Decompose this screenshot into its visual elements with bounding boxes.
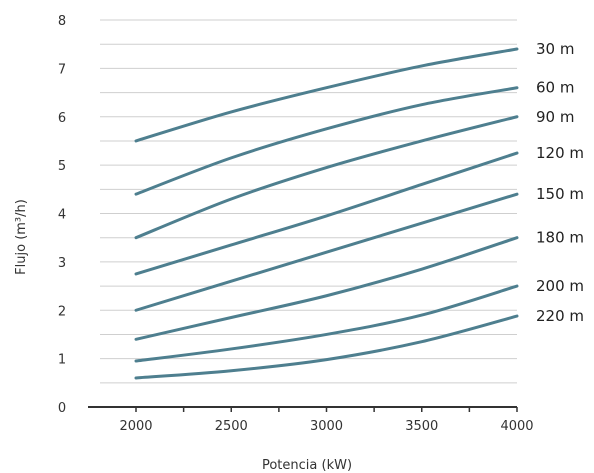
series-line-120m xyxy=(134,151,519,276)
series-line-220m xyxy=(134,314,519,380)
series-label: 200 m xyxy=(536,277,584,295)
series-line-30m xyxy=(134,47,519,143)
series-label: 60 m xyxy=(536,79,574,97)
x-tick-label: 3500 xyxy=(405,419,438,434)
series-line-150m xyxy=(134,192,519,312)
series-label: 30 m xyxy=(536,40,574,58)
series-label: 90 m xyxy=(536,108,574,126)
series-label: 120 m xyxy=(536,144,584,162)
series-lines xyxy=(134,47,519,380)
y-tick-label: 8 xyxy=(58,14,66,29)
y-tick-label: 0 xyxy=(58,401,66,416)
series-label: 220 m xyxy=(536,307,584,325)
x-tick-label: 2000 xyxy=(119,419,152,434)
series-line-90m xyxy=(134,115,519,240)
x-tick-label: 4000 xyxy=(500,419,533,434)
series-line-60m xyxy=(134,86,519,196)
series-line-200m xyxy=(134,284,519,363)
y-tick-label: 2 xyxy=(58,304,66,319)
y-tick-label: 3 xyxy=(58,256,66,271)
gridlines xyxy=(100,19,517,384)
y-axis-label: Flujo (m³/h) xyxy=(14,199,29,275)
series-labels: 30 m 60 m 90 m 120 m 150 m 180 m 200 m 220 m xyxy=(536,40,584,325)
y-tick-label: 7 xyxy=(58,62,66,77)
series-line-180m xyxy=(134,236,519,341)
series-label: 150 m xyxy=(536,185,584,203)
y-tick-label: 5 xyxy=(58,159,66,174)
y-tick-label: 4 xyxy=(58,208,66,223)
x-tick-label: 3000 xyxy=(310,419,343,434)
y-tick-label: 6 xyxy=(58,111,66,126)
y-axis: 0 1 2 3 4 5 6 7 8 xyxy=(58,14,66,416)
x-axis: 2000 2500 3000 3500 4000 xyxy=(88,406,534,434)
x-axis-label: Potencia (kW) xyxy=(262,458,352,473)
series-label: 180 m xyxy=(536,229,584,247)
y-tick-label: 1 xyxy=(58,353,66,368)
x-tick-label: 2500 xyxy=(215,419,248,434)
